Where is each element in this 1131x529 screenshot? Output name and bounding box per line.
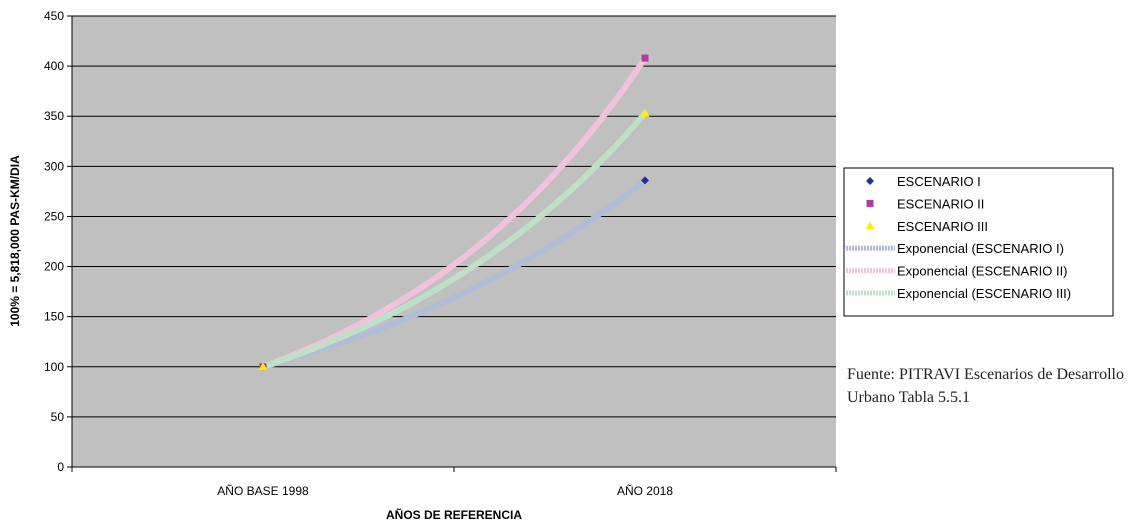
legend-marker [866, 177, 874, 185]
y-axis-title: 100% = 5,818,000 PAS-KM/DIA [8, 155, 22, 327]
x-axis-title: AÑOS DE REFERENCIA [386, 507, 522, 522]
y-tick-label: 250 [44, 209, 64, 223]
y-tick-label: 400 [44, 59, 64, 73]
y-tick-label: 150 [44, 310, 64, 324]
data-markers [258, 54, 650, 371]
gridlines [72, 15, 836, 418]
y-tick-labels: 0 50 100 150 200 250 300 350 400 450 [44, 9, 72, 474]
data-point [641, 54, 649, 62]
y-tick-label: 300 [44, 159, 64, 173]
legend-label: ESCENARIO III [897, 219, 988, 234]
y-tick-label: 100 [44, 360, 64, 374]
trendline [260, 177, 648, 370]
legend-marker [866, 199, 874, 207]
legend-label: ESCENARIO I [897, 174, 981, 189]
x-tick-label: AÑO BASE 1998 [217, 484, 309, 498]
trendlines [260, 55, 648, 370]
legend-label: Exponencial (ESCENARIO II) [897, 264, 1068, 279]
legend-label: Exponencial (ESCENARIO III) [897, 286, 1071, 301]
y-tick-label: 450 [44, 9, 64, 23]
legend-marker [865, 221, 875, 230]
y-tick-label: 50 [51, 410, 65, 424]
data-point [640, 108, 650, 117]
trendline [260, 110, 648, 370]
legend: ESCENARIO I ESCENARIO II ESCENARIO III Expo… [843, 167, 1114, 317]
data-point [258, 362, 268, 371]
x-tick-label: AÑO 2018 [617, 484, 673, 498]
y-tick-label: 0 [57, 460, 64, 474]
y-tick-label: 350 [44, 109, 64, 123]
data-point [641, 176, 649, 185]
source-note: Fuente: PITRAVI Escenarios de Desarrollo… [847, 366, 1124, 406]
y-tick-label: 200 [44, 260, 64, 274]
legend-label: Exponencial (ESCENARIO I) [897, 241, 1064, 256]
plot-area [72, 16, 836, 467]
legend-label: ESCENARIO II [897, 196, 984, 211]
x-tick-labels: AÑO BASE 1998 AÑO 2018 [71, 467, 837, 498]
